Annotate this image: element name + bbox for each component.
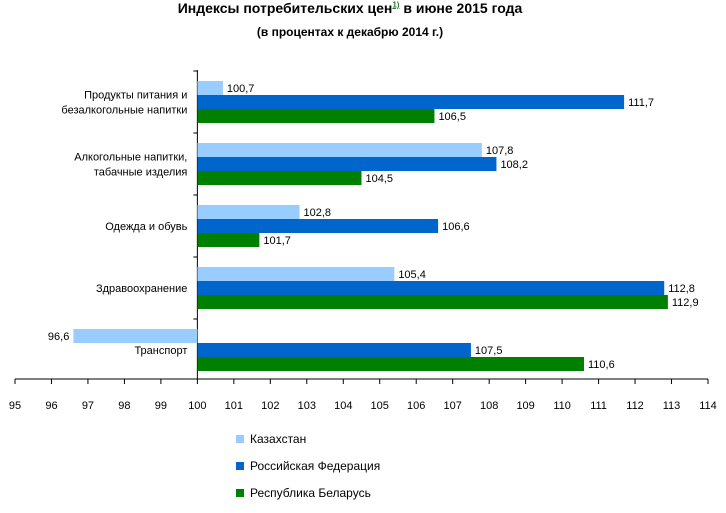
x-tick-label: 97 (82, 400, 94, 412)
data-label: 101,7 (263, 235, 291, 247)
x-tick-label: 95 (9, 400, 21, 412)
x-tick-label: 98 (118, 400, 130, 412)
x-tick-label: 103 (298, 400, 316, 412)
x-tick-label: 110 (553, 400, 571, 412)
bar (197, 143, 482, 157)
x-tick-label: 106 (407, 400, 425, 412)
x-tick-label: 112 (626, 400, 644, 412)
chart-title: Индексы потребительских цен1) в июне 201… (0, 0, 700, 16)
data-label: 112,8 (668, 283, 695, 295)
x-tick-label: 111 (590, 400, 607, 412)
legend-swatch (236, 489, 244, 497)
bar (197, 157, 497, 171)
chart-subtitle: (в процентах к декабрю 2014 г.) (256, 25, 444, 39)
bar (197, 233, 260, 247)
bar (197, 109, 435, 123)
data-label: 102,8 (303, 207, 331, 219)
legend-label: Казахстан (250, 432, 307, 446)
chart-title-main: Индексы потребительских цен (177, 0, 393, 16)
x-tick-label: 105 (371, 400, 389, 412)
category-label: безалкогольные напитки (61, 105, 187, 117)
x-tick-label: 101 (225, 400, 243, 412)
bar (197, 205, 300, 219)
data-label: 104,5 (366, 173, 394, 185)
bar (197, 343, 471, 357)
bar (197, 295, 668, 309)
data-label: 112,9 (672, 297, 699, 309)
category-label: Транспорт (134, 345, 187, 357)
bar (197, 281, 665, 295)
bar (197, 95, 625, 109)
x-tick-label: 96 (45, 400, 57, 412)
bar (197, 357, 584, 371)
category-label: табачные изделия (94, 167, 188, 179)
data-label: 107,8 (486, 145, 514, 157)
legend-label: Республика Беларусь (250, 486, 371, 500)
x-tick-label: 113 (663, 400, 681, 412)
bar (197, 81, 223, 95)
x-tick-label: 109 (516, 400, 534, 412)
data-label: 110,6 (588, 359, 615, 371)
category-label: Здравоохранение (96, 283, 187, 295)
legend-swatch (236, 435, 244, 443)
x-tick-label: 104 (334, 400, 352, 412)
data-label: 107,5 (475, 345, 503, 357)
category-label: Продукты питания и (84, 90, 187, 102)
x-tick-label: 99 (155, 400, 167, 412)
x-tick-label: 100 (188, 400, 206, 412)
data-label: 108,2 (500, 159, 528, 171)
bar (73, 329, 198, 343)
data-label: 96,6 (48, 331, 69, 343)
bar (197, 219, 439, 233)
data-label: 105,4 (398, 269, 426, 281)
x-tick-label: 114 (699, 400, 717, 412)
title-footnote-marker: 1) (392, 0, 400, 10)
data-label: 106,5 (438, 111, 466, 123)
data-label: 100,7 (227, 83, 255, 95)
category-label: Одежда и обувь (105, 221, 187, 233)
x-tick-label: 107 (444, 400, 462, 412)
legend-swatch (236, 462, 244, 470)
legend-label: Российская Федерация (250, 459, 381, 473)
category-label: Алкогольные напитки, (74, 152, 187, 164)
chart-title-suffix: в июне 2015 года (403, 0, 523, 16)
x-tick-label: 108 (480, 400, 498, 412)
bar (197, 267, 395, 281)
x-tick-label: 102 (261, 400, 279, 412)
data-label: 106,6 (442, 221, 470, 233)
data-label: 111,7 (628, 97, 654, 109)
bar (197, 171, 362, 185)
